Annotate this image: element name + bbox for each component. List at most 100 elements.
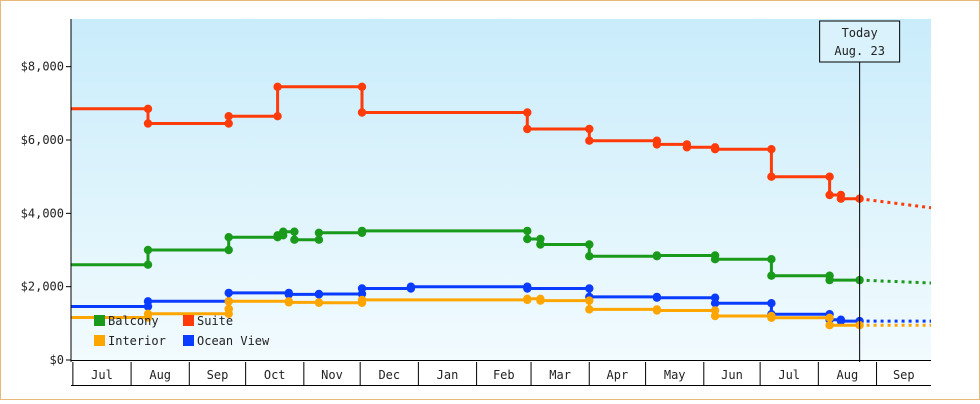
today-box — [819, 20, 901, 63]
x-tick-label: Sep — [207, 368, 229, 382]
data-point — [523, 108, 532, 117]
x-tick-label: Sep — [893, 368, 915, 382]
x-tick-label: Aug — [837, 368, 859, 382]
data-point — [652, 252, 662, 261]
data-point — [825, 190, 834, 200]
data-point — [825, 321, 834, 330]
data-point — [143, 245, 153, 255]
data-point — [825, 172, 834, 181]
y-tick-label: $0 — [50, 353, 64, 367]
data-point — [767, 299, 776, 308]
y-tick-label: $4,000 — [21, 206, 64, 220]
legend-item: Balcony — [94, 314, 159, 328]
today-date: Aug. 23 — [834, 44, 885, 58]
forecast-line — [859, 197, 932, 210]
data-point — [523, 226, 532, 236]
data-point — [523, 295, 532, 305]
y-tick-label: $8,000 — [21, 60, 64, 74]
y-tick-label: $6,000 — [21, 133, 64, 147]
x-tick-label: Nov — [321, 368, 343, 382]
data-point — [710, 306, 720, 315]
data-point — [143, 313, 153, 322]
legend-swatch — [183, 335, 194, 346]
data-point — [273, 82, 282, 92]
x-tick-label: Jan — [437, 368, 459, 382]
data-point — [536, 234, 545, 244]
data-point — [224, 288, 233, 298]
data-point — [682, 140, 692, 149]
legend-label: Ocean View — [197, 334, 270, 348]
data-point — [314, 228, 324, 237]
data-point — [652, 305, 662, 314]
data-point — [143, 302, 153, 311]
today-label: Today — [842, 26, 878, 40]
data-point — [357, 298, 367, 307]
data-point — [767, 255, 776, 264]
legend-label: Suite — [197, 314, 233, 328]
data-point — [585, 284, 594, 293]
data-point — [585, 136, 594, 145]
data-point — [224, 119, 233, 128]
data-point — [143, 104, 153, 114]
data-point — [825, 271, 834, 280]
data-point — [836, 190, 846, 200]
data-point — [143, 260, 153, 269]
axes-layer: $0 $2,000 $4,000 $6,000 $8,000 Jul Aug Sep Oct No… — [21, 19, 931, 386]
data-point — [284, 297, 293, 306]
data-point — [523, 124, 532, 134]
legend-item: Suite — [183, 314, 233, 328]
data-point — [224, 304, 233, 314]
legend-item: Interior — [94, 334, 166, 348]
legend-label: Interior — [108, 334, 166, 348]
data-point — [224, 297, 233, 306]
data-point — [523, 234, 532, 244]
plot-background — [71, 19, 931, 360]
data-point — [273, 112, 282, 121]
data-point — [314, 290, 324, 299]
series-line — [71, 229, 860, 282]
data-point — [224, 112, 233, 121]
data-point — [585, 305, 594, 314]
x-tick-label: Oct — [264, 368, 286, 382]
data-point — [357, 108, 367, 117]
legend-label: Balcony — [108, 314, 159, 328]
legend-item: Ocean View — [183, 334, 270, 348]
data-point — [652, 136, 662, 145]
x-tick-label: Apr — [607, 368, 629, 382]
data-point — [710, 143, 720, 152]
data-point — [357, 289, 367, 299]
data-point — [825, 313, 834, 322]
data-point — [406, 284, 416, 293]
series-interior — [71, 294, 931, 330]
data-point — [290, 235, 299, 244]
today-marker: Today Aug. 23 — [819, 20, 901, 362]
data-point — [710, 293, 720, 302]
data-point — [767, 271, 776, 280]
data-point — [290, 227, 299, 236]
data-point — [224, 233, 233, 242]
x-tick-label: Mar — [549, 368, 571, 382]
data-point — [357, 82, 367, 92]
y-tick-label: $2,000 — [21, 280, 64, 294]
data-point — [710, 251, 720, 260]
data-point — [767, 145, 776, 154]
legend-swatch — [94, 335, 105, 346]
x-tick-label: Feb — [493, 368, 515, 382]
data-point — [536, 294, 545, 303]
legend-swatch — [183, 315, 194, 326]
data-point — [585, 296, 594, 305]
series-layer — [71, 82, 932, 330]
data-point — [314, 298, 324, 307]
x-tick-label: Jul — [778, 368, 800, 382]
x-tick-label: Aug — [149, 368, 171, 382]
data-point — [224, 245, 233, 255]
x-tick-label: May — [664, 368, 686, 382]
data-point — [357, 228, 367, 237]
data-point — [652, 292, 662, 302]
series-suite — [71, 82, 932, 210]
x-tick-label: Jul — [91, 368, 113, 382]
data-point — [767, 311, 776, 321]
legend: Balcony Suite Interior Ocean View — [94, 314, 270, 348]
